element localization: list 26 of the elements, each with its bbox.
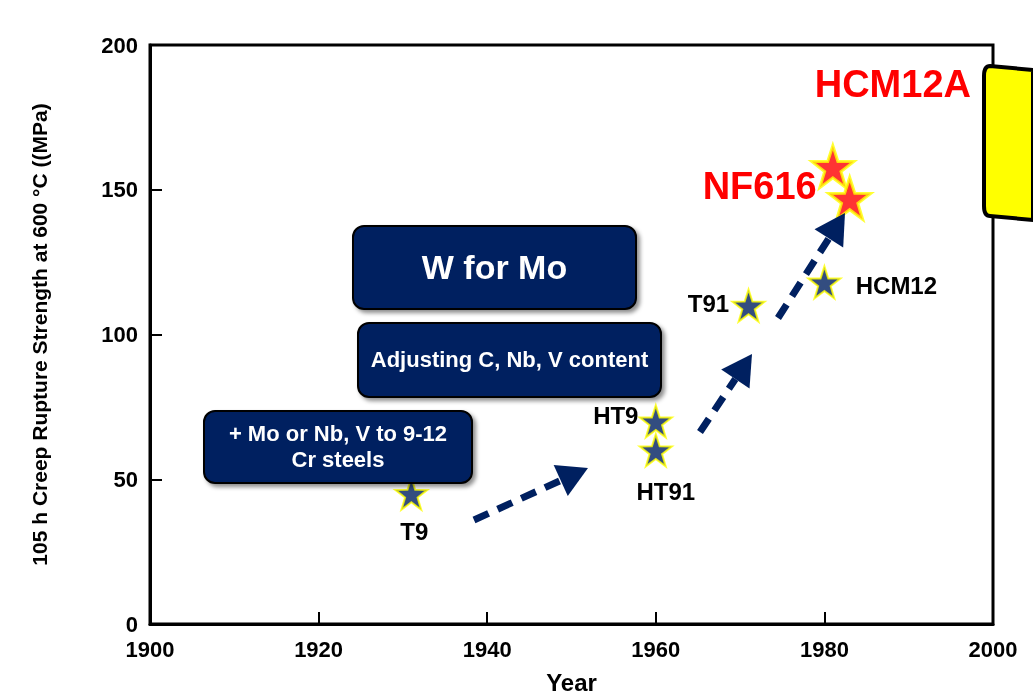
annotation: HT91 xyxy=(636,478,696,507)
y-axis-title: 105 h Creep Rupture Strength at 600 °C ((MPa) xyxy=(28,103,51,566)
y-tick-label: 200 xyxy=(101,32,138,58)
point xyxy=(638,404,673,439)
x-tick-label: 1980 xyxy=(799,636,849,662)
point xyxy=(807,265,842,300)
x-tick-label: 1960 xyxy=(631,636,681,662)
point xyxy=(638,433,673,468)
annotation: HT9 xyxy=(593,402,639,431)
x-tick-label: 1940 xyxy=(462,636,512,662)
x-tick-label: 2000 xyxy=(968,636,1018,662)
y-tick-label: 150 xyxy=(101,177,138,203)
text-box: Adjusting C, Nb, V content xyxy=(357,322,662,398)
x-axis-title: Year xyxy=(546,668,597,696)
annotation: HCM12A xyxy=(814,62,971,106)
y-tick-label: 100 xyxy=(101,322,138,347)
text-box: + Mo or Nb, V to 9-12 Cr steels xyxy=(203,410,473,484)
text-box: W for Mo xyxy=(352,225,637,310)
annotation: NF616 xyxy=(702,164,817,208)
x-tick-label: 1900 xyxy=(125,636,175,662)
y-tick-label: 50 xyxy=(113,466,138,492)
x-tick-label: 1920 xyxy=(294,636,344,662)
annotation: T91 xyxy=(687,289,730,318)
annotation: T9 xyxy=(400,517,429,546)
annotation: HCM12 xyxy=(855,272,938,301)
y-tick-label: 0 xyxy=(125,611,138,637)
